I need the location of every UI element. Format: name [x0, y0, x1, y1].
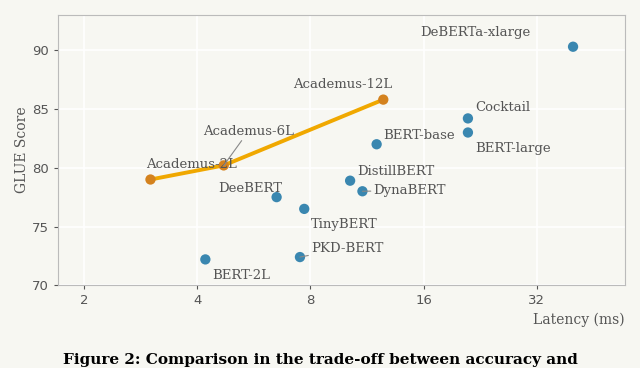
Text: BERT-2L: BERT-2L — [212, 269, 270, 282]
Point — [568, 44, 578, 50]
Y-axis label: GLUE Score: GLUE Score — [15, 107, 29, 194]
Point — [345, 178, 355, 184]
Text: BERT-large: BERT-large — [475, 142, 550, 155]
Point — [378, 97, 388, 103]
Point — [295, 254, 305, 260]
Point — [299, 206, 309, 212]
Point — [357, 188, 367, 194]
Point — [463, 116, 473, 121]
Text: Academus-2L: Academus-2L — [147, 158, 237, 171]
Text: BERT-base: BERT-base — [383, 129, 455, 142]
Point — [271, 194, 282, 200]
Text: Academus-6L: Academus-6L — [203, 125, 294, 165]
Point — [200, 256, 211, 262]
Text: DeBERTa-xlarge: DeBERTa-xlarge — [420, 26, 531, 39]
Text: DeeBERT: DeeBERT — [218, 181, 282, 195]
Text: DistillBERT: DistillBERT — [357, 165, 435, 178]
X-axis label: Latency (ms): Latency (ms) — [533, 313, 625, 327]
Point — [145, 177, 156, 183]
Text: TinyBERT: TinyBERT — [311, 218, 378, 231]
Text: DynaBERT: DynaBERT — [362, 184, 446, 197]
Text: Cocktail: Cocktail — [475, 102, 530, 114]
Text: Figure 2: Comparison in the trade-off between accuracy and: Figure 2: Comparison in the trade-off be… — [63, 353, 577, 367]
Text: Academus-12L: Academus-12L — [293, 78, 392, 92]
Point — [371, 141, 381, 147]
Text: PKD-BERT: PKD-BERT — [300, 241, 383, 257]
Point — [463, 130, 473, 135]
Point — [219, 162, 229, 168]
